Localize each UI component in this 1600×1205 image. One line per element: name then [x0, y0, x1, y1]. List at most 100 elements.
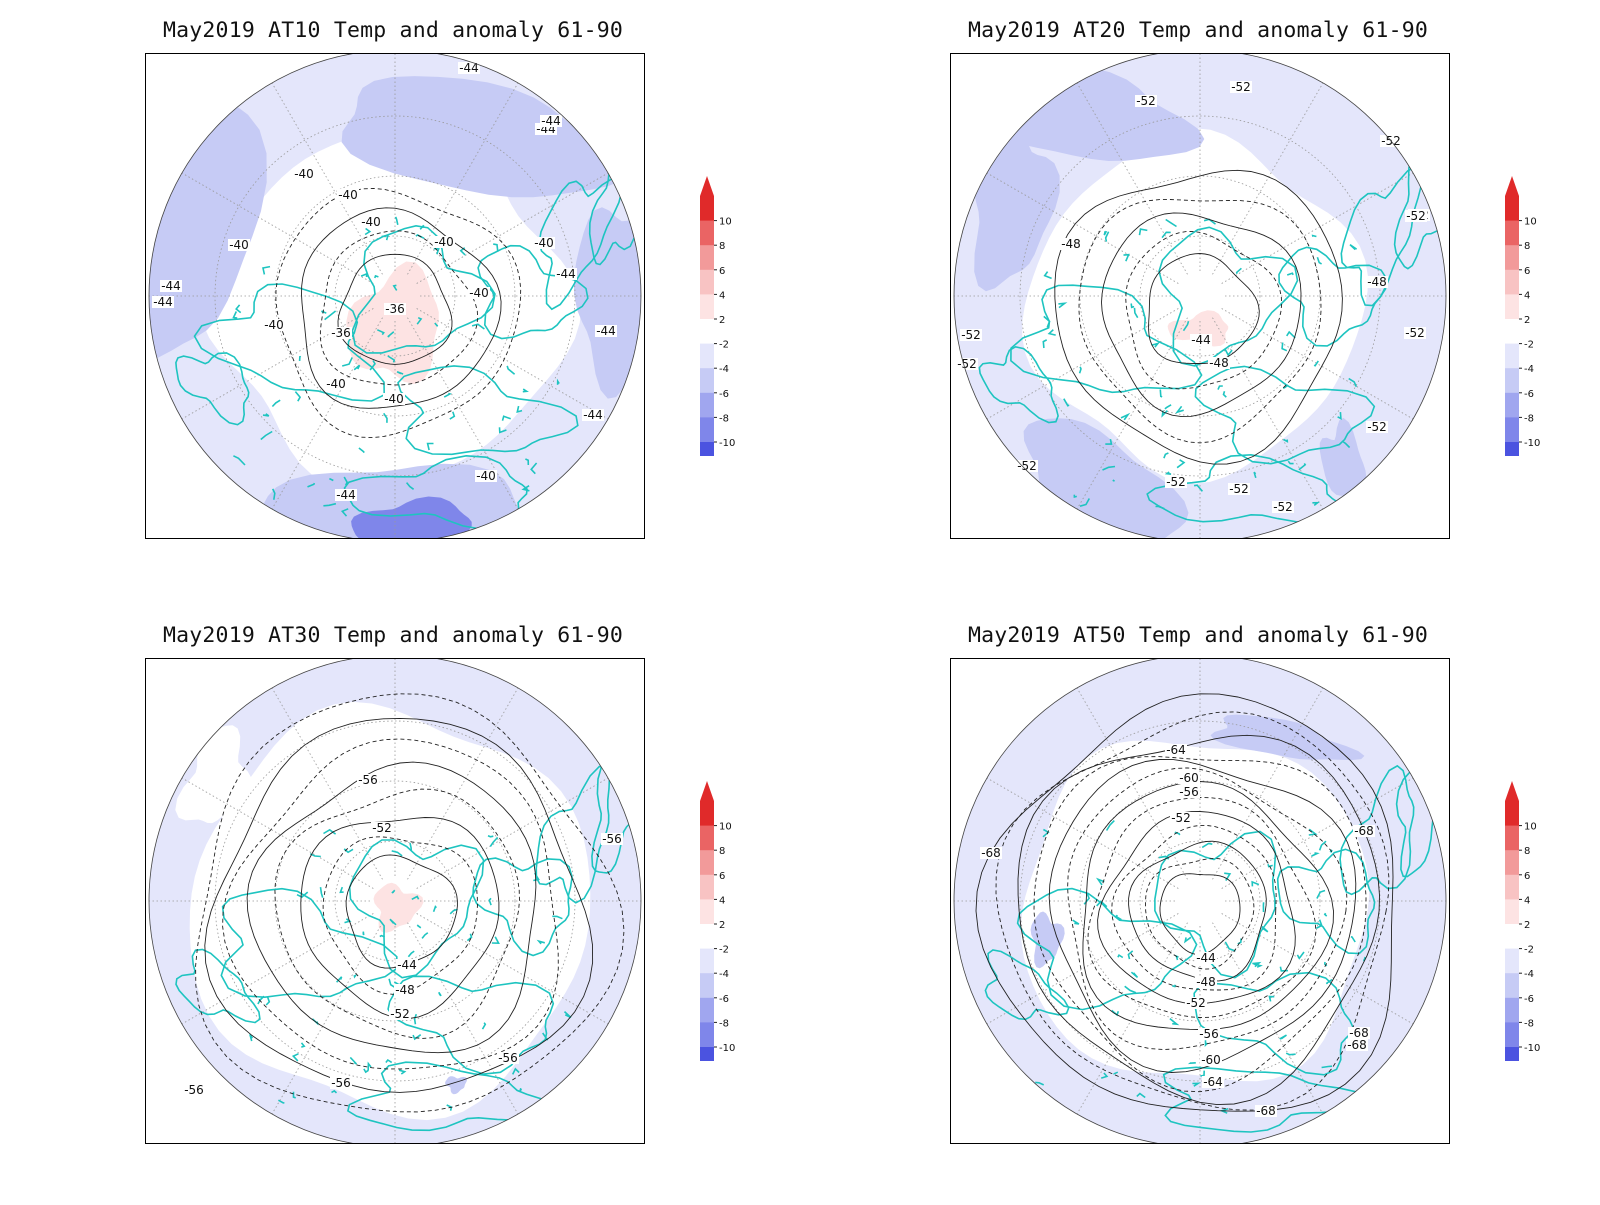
colorbar-bin	[700, 220, 714, 246]
panel-title: May2019 AT30 Temp and anomaly 61-90	[162, 623, 624, 648]
contour-label-bg	[1170, 812, 1192, 824]
contour-label: -48	[1367, 275, 1387, 289]
contour-label-bg	[371, 822, 393, 834]
colorbar-label: 6	[719, 871, 725, 882]
colorbar-bin	[1505, 1022, 1519, 1048]
colorbar-label: 10	[1524, 822, 1537, 833]
temperature-contours	[195, 693, 625, 1113]
colorbar-bin	[700, 801, 714, 827]
contour-label-bg	[1348, 1027, 1370, 1039]
contour-label: -40	[361, 215, 381, 229]
colorbar-label: -10	[1524, 1043, 1540, 1054]
panel-title: May2019 AT20 Temp and anomaly 61-90	[967, 18, 1429, 43]
contour-label-bg	[1366, 421, 1388, 433]
colorbar-label: 2	[1524, 920, 1530, 931]
contour-label-bg	[601, 833, 623, 845]
anomaly-patch	[341, 76, 629, 198]
colorbar-label: 4	[719, 290, 725, 301]
contour-label: -40	[384, 392, 404, 406]
contour-label: -48	[1061, 237, 1081, 251]
contour-label: -44	[596, 324, 616, 338]
contour-label-bg	[335, 489, 357, 501]
contour-label: -68	[1354, 824, 1374, 838]
contour-label-bg	[1016, 460, 1038, 472]
colorbar-label: -4	[719, 364, 729, 375]
contour-label: -40	[294, 167, 314, 181]
graticule	[954, 659, 1446, 1143]
contour-label: -68	[1349, 1026, 1369, 1040]
colorbar-bin	[1505, 899, 1519, 925]
contour-label: -68	[981, 846, 1001, 860]
contour-label: -52	[1017, 459, 1037, 473]
colorbar-label: 2	[719, 920, 725, 931]
contour-label-bg	[360, 216, 382, 228]
map-frame: -64 -60 -56 -52 -68 -68 -44 -48 -52 -56 -60 -64 -68-…	[950, 658, 1450, 1144]
colorbar-label: -6	[719, 994, 729, 1005]
colorbar-bin	[1505, 874, 1519, 900]
colorbar-bin	[700, 319, 714, 345]
panel-at30: May2019 AT30 Temp and anomaly 61-90 -56 -…	[0, 605, 800, 1205]
neutral-anomaly-region	[1020, 740, 1370, 1082]
colorbar-label: 8	[1524, 846, 1530, 857]
colorbar-bin	[1505, 319, 1519, 345]
contour-label-bg	[325, 378, 347, 390]
contour-label: -52	[1186, 996, 1206, 1010]
contour-label: -52	[390, 1007, 410, 1021]
contour-label-bg	[160, 280, 182, 292]
contour-label-bg	[293, 168, 315, 180]
contour-label: -52	[1406, 209, 1426, 223]
contour-label: -56	[358, 773, 378, 787]
contour-label: -52	[961, 328, 981, 342]
colorbar-bin	[1505, 269, 1519, 295]
colorbar-bin	[700, 269, 714, 295]
panel-title: May2019 AT50 Temp and anomaly 61-90	[967, 623, 1429, 648]
contour-label-bg	[1165, 744, 1187, 756]
contour-label-bg	[1272, 501, 1294, 513]
contour-label-bg	[1346, 1039, 1368, 1051]
contour-label-bg	[1060, 238, 1082, 250]
contour-label-bg	[1200, 1054, 1222, 1066]
anomaly-patch	[1210, 714, 1365, 761]
anomaly-colorbar: 10 8 6 4 2 -2 -4 -6 -8 -10	[700, 176, 735, 456]
contour-label-bg	[533, 237, 555, 249]
polar-map-at30: -56 -52 -56 -44 -48 -52 -56 -56 -56	[148, 659, 642, 1143]
contour-label: -64	[1166, 743, 1186, 757]
colorbar-bin	[700, 850, 714, 876]
contour-label: -44	[1191, 333, 1211, 347]
hemisphere-outline	[953, 54, 1447, 538]
map-frame: -56 -52 -56 -44 -48 -52 -56 -56 -56	[145, 658, 645, 1144]
colorbar-bin	[700, 874, 714, 900]
contour-label: -44	[541, 114, 561, 128]
contour-label-bg	[1404, 327, 1426, 339]
colorbar-label: 4	[719, 895, 725, 906]
contour-label-bg	[394, 984, 416, 996]
contour-label-bg	[1202, 1076, 1224, 1088]
neutral-anomaly-region	[1022, 128, 1368, 484]
contour-label: -52	[372, 821, 392, 835]
anomaly-patch	[1030, 911, 1065, 969]
contour-label-bg	[1366, 276, 1388, 288]
colorbar-label: -2	[1524, 945, 1534, 956]
colorbar-label: -4	[1524, 969, 1534, 980]
contour-label: -48	[1209, 356, 1229, 370]
panel-at50: May2019 AT50 Temp and anomaly 61-90 -64 -…	[805, 605, 1600, 1205]
contour-label: -52	[1136, 94, 1156, 108]
contour-label-bg	[1228, 483, 1250, 495]
anomaly-patch	[175, 725, 253, 824]
contour-label: -36	[331, 326, 351, 340]
colorbar-bin	[700, 392, 714, 418]
contour-label: -40	[264, 318, 284, 332]
contour-label-bg	[540, 115, 562, 127]
contour-label: -60	[1201, 1053, 1221, 1067]
anomaly-colorbar: 10 8 6 4 2 -2 -4 -6 -8 -10	[700, 781, 735, 1061]
contour-labels: -44-44-44-40-40-40-40 -40 -40-36-36-40-40-…	[152, 61, 617, 502]
contour-label: -56	[1179, 785, 1199, 799]
polar-map-at20: -52 -52 -52 -52 -52 -48 -48 -52 -44 -48 -52 -52 -52 -…	[953, 54, 1447, 538]
colorbar-bin	[1505, 392, 1519, 418]
colorbar-label: -10	[1524, 438, 1540, 449]
contour-label-bg	[1208, 357, 1230, 369]
contour-label-bg	[497, 1052, 519, 1064]
contour-label-bg	[582, 409, 604, 421]
contour-label: -40	[338, 188, 358, 202]
contour-label-bg	[1178, 786, 1200, 798]
